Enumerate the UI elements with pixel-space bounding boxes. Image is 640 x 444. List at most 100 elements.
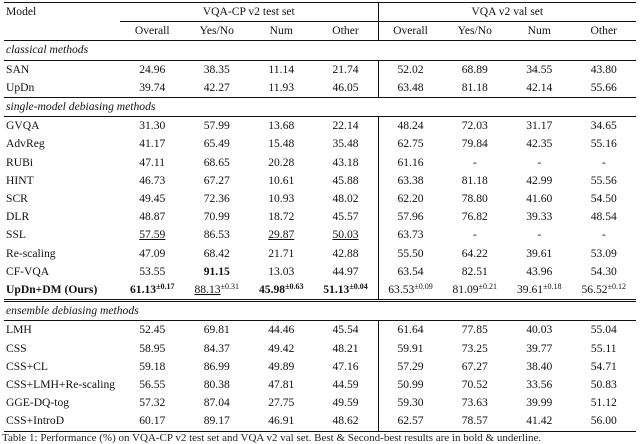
result-value: 62.57 — [397, 414, 424, 428]
result-value: 82.51 — [461, 264, 488, 278]
result-value: 86.99 — [203, 359, 230, 373]
result-cell: 55.04 — [572, 321, 637, 340]
result-value: 73.63 — [461, 396, 488, 410]
result-value: 38.35 — [203, 62, 230, 76]
model-name: SCR — [6, 192, 28, 206]
result-cell: 62.57 — [377, 412, 443, 432]
result-value: 88.13 — [194, 283, 221, 297]
result-cell: 51.13±0.04 — [314, 281, 379, 301]
result-cell: 56.55 — [120, 376, 185, 394]
result-cell: 13.68 — [249, 117, 314, 136]
result-value: 10.93 — [268, 192, 295, 206]
result-cell: 42.88 — [314, 245, 379, 263]
result-cell: 57.29 — [377, 357, 443, 377]
result-cell: 55.50 — [377, 244, 443, 263]
model-name: AdvReg — [6, 137, 45, 151]
result-cell: 77.85 — [443, 321, 508, 340]
result-value: 49.42 — [268, 341, 295, 355]
result-value: 11.14 — [268, 62, 295, 76]
result-value: 54.50 — [590, 192, 617, 206]
result-value: 67.27 — [461, 359, 488, 373]
header-col: Overall — [377, 21, 443, 41]
result-cell: 47.09 — [120, 245, 185, 263]
result-value: 84.37 — [203, 341, 230, 355]
result-cell: 61.64 — [377, 320, 443, 340]
result-value: 63.54 — [397, 264, 424, 278]
result-value: 54.71 — [590, 359, 617, 373]
result-cell: 45.54 — [314, 321, 379, 340]
result-cell: 59.18 — [120, 358, 185, 376]
result-value: 29.87 — [268, 228, 295, 242]
result-cell: 68.89 — [443, 60, 508, 79]
result-value: - — [537, 155, 542, 169]
result-cell: 22.14 — [314, 117, 379, 136]
result-cell: 56.00 — [572, 412, 637, 431]
result-cell: 27.75 — [249, 394, 314, 412]
result-cell: 42.14 — [507, 79, 572, 98]
result-value: 31.30 — [139, 119, 166, 133]
result-value: 46.05 — [332, 80, 359, 94]
result-cell: 43.18 — [314, 154, 379, 172]
std-dev: ±0.31 — [220, 282, 239, 292]
table-row: LMH 52.45 69.81 44.46 45.54 61.64 77.85 40.03 55… — [4, 320, 637, 340]
result-cell: 67.27 — [185, 172, 250, 190]
table-row: CSS+IntroD 60.17 89.17 46.91 48.62 62.57 78.57… — [4, 412, 637, 432]
result-cell: 79.84 — [443, 135, 508, 153]
result-cell: 44.46 — [249, 321, 314, 340]
result-value: 81.09 — [452, 283, 479, 297]
std-dev: ±0.04 — [349, 282, 368, 292]
result-value: 50.03 — [332, 228, 359, 242]
result-value: 47.81 — [268, 378, 295, 392]
model-name: CSS+LMH+Re-scaling — [6, 378, 116, 392]
results-table: Model VQA-CP v2 test set VQA v2 val set … — [4, 2, 636, 432]
result-value: 43.96 — [526, 264, 553, 278]
result-value: 10.61 — [268, 173, 295, 187]
model-name: UpDn — [6, 80, 35, 94]
table-row: DLR 48.87 70.99 18.72 45.57 57.96 76.82 39.33 48… — [4, 208, 636, 227]
results-table-container: Model VQA-CP v2 test set VQA v2 val set … — [4, 2, 636, 432]
result-cell: 89.17 — [185, 412, 250, 431]
result-value: 61.13 — [130, 283, 157, 297]
result-cell: 80.38 — [185, 376, 250, 394]
result-value: 13.68 — [268, 119, 295, 133]
result-value: 77.85 — [461, 323, 488, 337]
result-value: 39.74 — [139, 80, 166, 94]
result-cell: 39.33 — [507, 208, 572, 226]
result-value: 42.88 — [332, 246, 359, 260]
result-value: 59.30 — [397, 396, 424, 410]
result-value: 55.56 — [590, 173, 617, 187]
result-cell: 41.60 — [507, 190, 572, 208]
result-value: 63.53 — [388, 283, 415, 297]
table-row: HINT 46.73 67.27 10.61 45.88 63.38 81.18 42.99 5… — [4, 171, 636, 191]
result-value: 72.36 — [203, 192, 230, 206]
result-value: - — [601, 155, 606, 169]
header-col: Num — [527, 24, 551, 38]
result-cell: 81.18 — [443, 172, 508, 190]
model-name: SSL — [6, 228, 26, 242]
result-cell: - — [507, 154, 572, 172]
result-value: 43.80 — [590, 62, 617, 76]
model-name: RUBi — [6, 155, 34, 169]
result-value: 57.29 — [397, 359, 424, 373]
model-name: CSS+IntroD — [6, 414, 65, 428]
result-cell: 50.03 — [314, 226, 379, 244]
result-cell: 48.87 — [120, 208, 185, 226]
result-cell: 86.53 — [185, 226, 250, 244]
result-cell: 60.17 — [120, 412, 185, 431]
result-value: 42.99 — [526, 173, 553, 187]
result-value: 63.73 — [397, 228, 424, 242]
result-cell: 55.11 — [572, 340, 637, 358]
model-name: GVQA — [6, 119, 40, 133]
result-value: 13.03 — [268, 264, 295, 278]
header-col-row: Overall Yes/No Num Other Overall Yes/No … — [4, 21, 636, 41]
result-cell: 87.04 — [185, 394, 250, 412]
result-value: 56.00 — [590, 414, 617, 428]
result-cell: 54.50 — [572, 190, 637, 208]
result-value: - — [472, 155, 477, 169]
result-value: 57.96 — [397, 210, 424, 224]
header-col: Other — [590, 24, 617, 38]
result-cell: 57.96 — [377, 208, 443, 227]
result-cell: 57.99 — [185, 117, 250, 136]
result-value: 46.73 — [139, 173, 166, 187]
result-value: 45.98 — [259, 283, 286, 297]
